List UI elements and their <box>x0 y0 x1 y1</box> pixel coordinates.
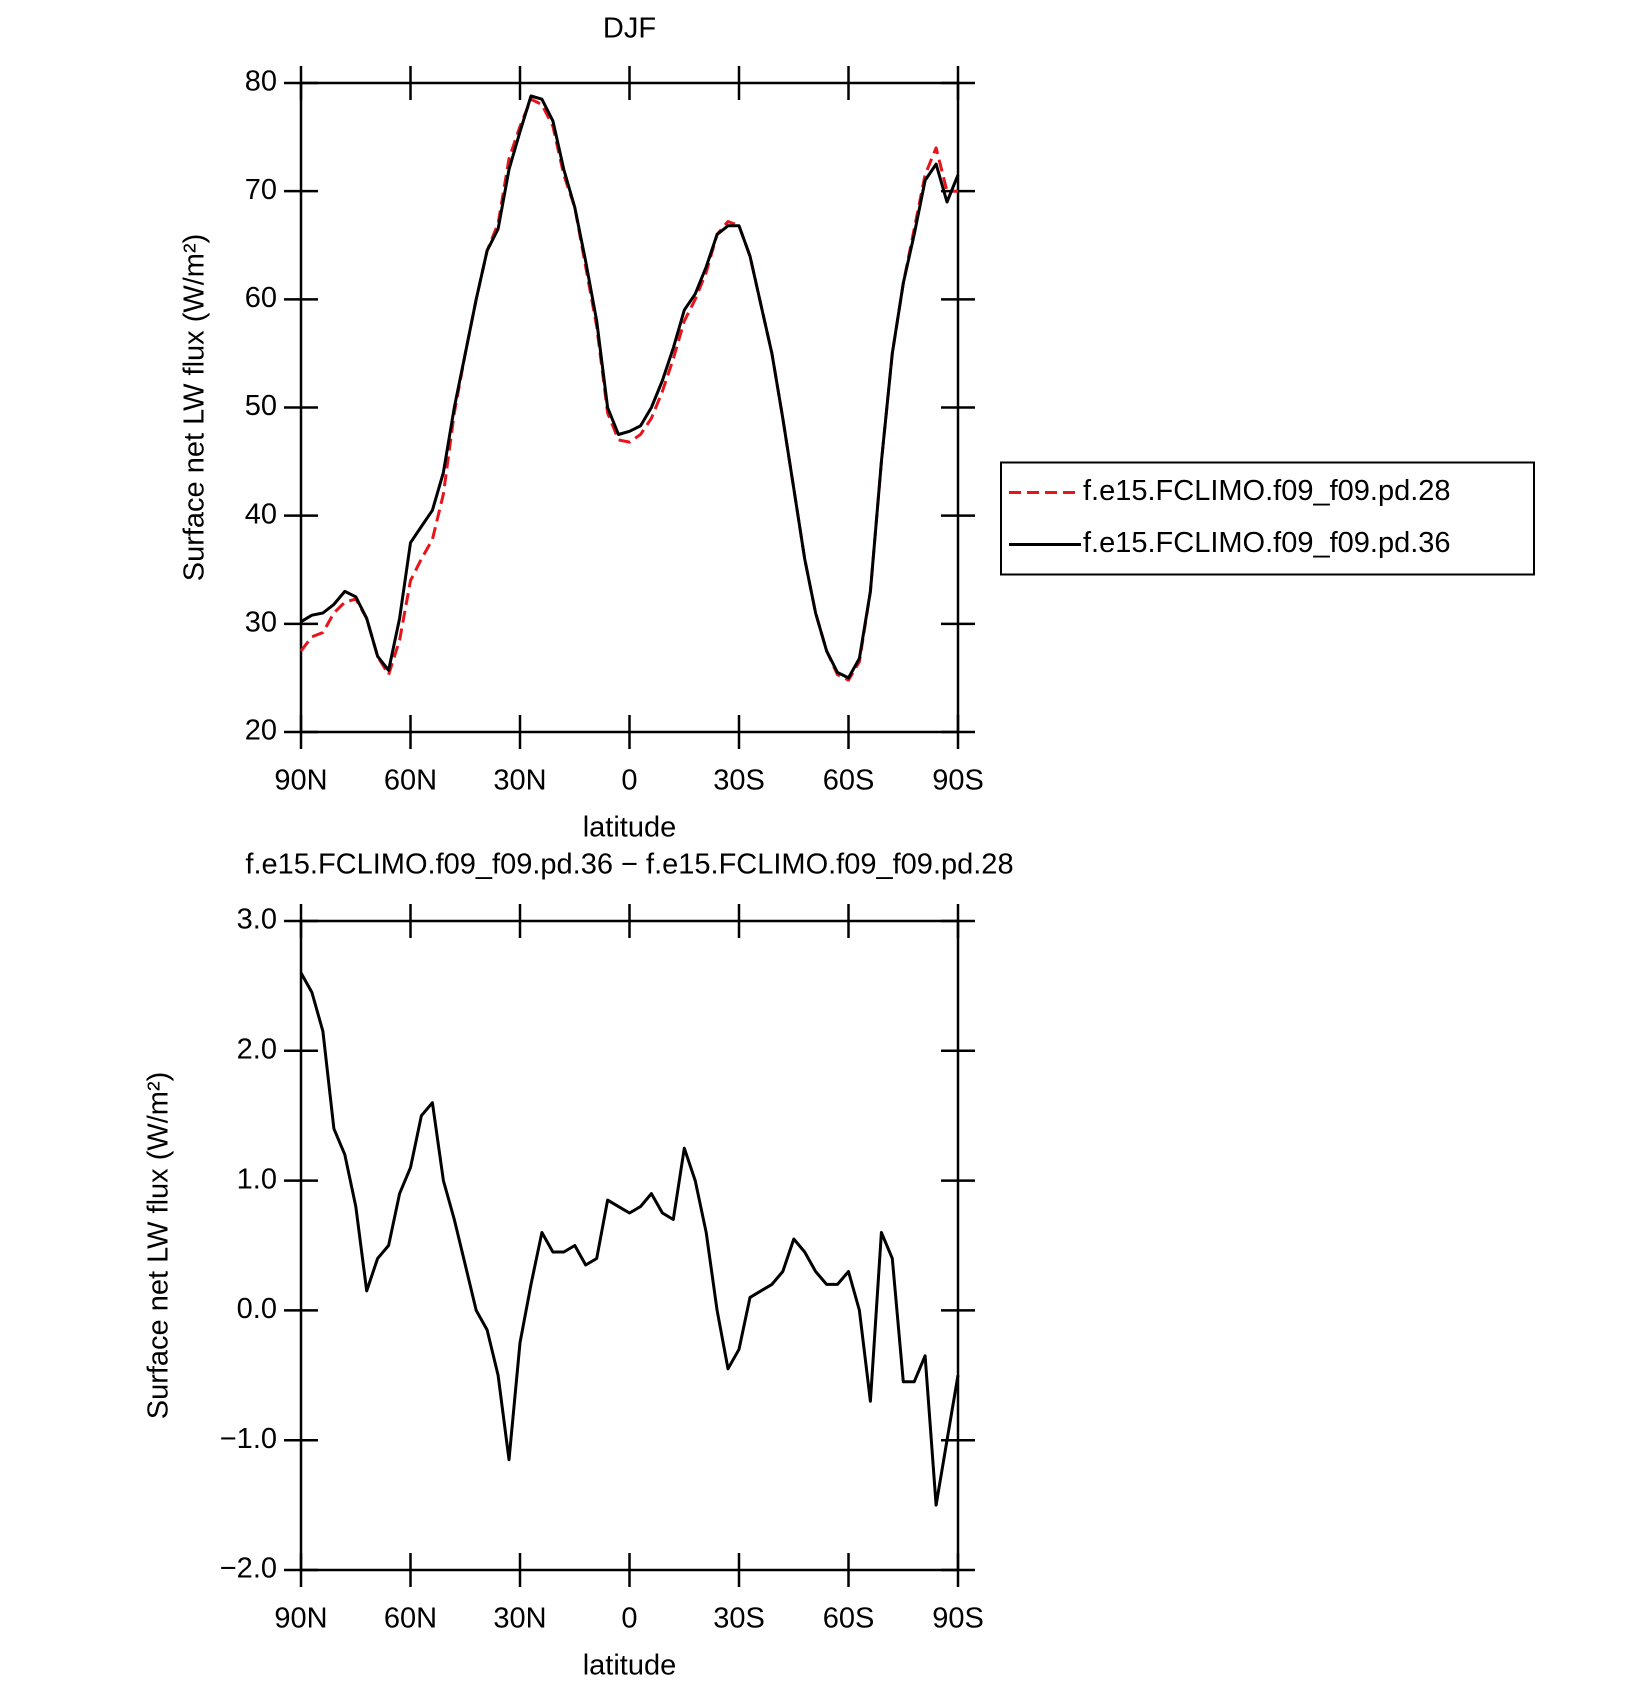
x-tick-label: 90S <box>932 1603 984 1635</box>
y-tick-label: 0.0 <box>237 1293 277 1325</box>
data-line <box>299 972 960 1507</box>
y-tick-label: −2.0 <box>220 1553 277 1585</box>
x-tick-label: 60N <box>384 765 437 797</box>
plot-frame <box>299 81 960 734</box>
y-tick-label: 2.0 <box>237 1033 277 1065</box>
y-tick-label: 3.0 <box>237 904 277 936</box>
plot-frame <box>299 919 960 1572</box>
x-tick-label: 0 <box>621 765 637 797</box>
chart-title: DJF <box>603 13 656 45</box>
y-tick-label: −1.0 <box>220 1423 277 1455</box>
x-axis-label: latitude <box>583 812 677 844</box>
legend-label: f.e15.FCLIMO.f09_f09.pd.36 <box>1083 527 1451 559</box>
y-tick-label: 20 <box>245 715 277 747</box>
x-tick-label: 60N <box>384 1603 437 1635</box>
x-tick-label: 0 <box>621 1603 637 1635</box>
x-tick-label: 30S <box>713 765 765 797</box>
x-tick-label: 30N <box>493 765 546 797</box>
x-tick-label: 90S <box>932 765 984 797</box>
x-tick-label: 60S <box>823 765 875 797</box>
y-tick-label: 40 <box>245 498 277 530</box>
legend-box <box>1000 461 1535 576</box>
y-tick-label: 30 <box>245 606 277 638</box>
data-line <box>299 97 958 682</box>
y-axis-label: Surface net LW flux (W/m²) <box>179 234 211 582</box>
x-tick-label: 30N <box>493 1603 546 1635</box>
x-tick-label: 90N <box>274 1603 327 1635</box>
y-tick-label: 1.0 <box>237 1163 277 1195</box>
y-axis-label: Surface net LW flux (W/m²) <box>143 1072 175 1420</box>
y-tick-label: 60 <box>245 282 277 314</box>
y-tick-label: 80 <box>245 66 277 98</box>
data-line <box>300 94 960 680</box>
y-tick-label: 70 <box>245 174 277 206</box>
x-tick-label: 60S <box>823 1603 875 1635</box>
x-tick-label: 90N <box>274 765 327 797</box>
legend-label: f.e15.FCLIMO.f09_f09.pd.28 <box>1083 475 1451 507</box>
x-tick-label: 30S <box>713 1603 765 1635</box>
x-axis-label: latitude <box>583 1650 677 1682</box>
y-tick-label: 50 <box>245 390 277 422</box>
chart-title: f.e15.FCLIMO.f09_f09.pd.36 − f.e15.FCLIM… <box>245 849 1013 881</box>
